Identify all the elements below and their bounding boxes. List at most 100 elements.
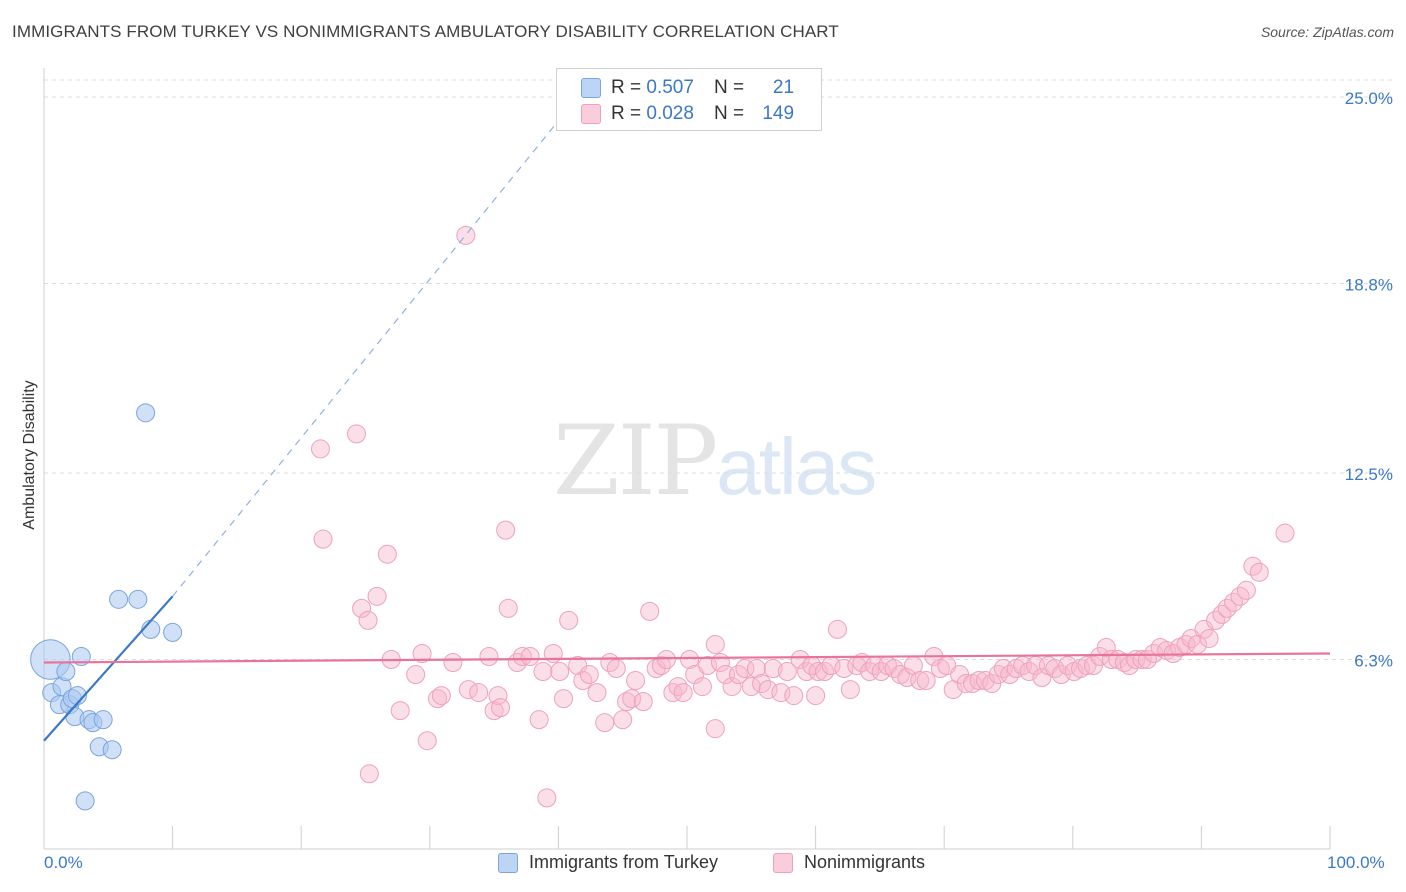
nonimmigrant-point — [1032, 668, 1052, 688]
nonimmigrant-point — [897, 668, 917, 688]
nonimmigrant-point — [916, 671, 936, 691]
nonimmigrant-point — [1236, 580, 1256, 600]
nonimmigrant-point — [469, 683, 489, 703]
nonimmigrant-point — [367, 586, 387, 606]
nonimmigrant-point — [827, 619, 847, 639]
nonimmigrant-point — [956, 674, 976, 694]
turkey-point — [128, 589, 148, 609]
nonimmigrant-point — [910, 671, 930, 691]
legend-r-label: R = — [611, 77, 642, 98]
x-tick-label-min: 0.0% — [44, 853, 83, 872]
y-tick-label: 25.0% — [1345, 89, 1393, 108]
nonimmigrant-point — [622, 689, 642, 709]
nonimmigrant-point — [771, 683, 791, 703]
nonimmigrant-point — [663, 683, 683, 703]
turkey-point — [93, 710, 113, 730]
chart-source: Source: ZipAtlas.com — [1260, 24, 1394, 40]
legend-item-nonimmigrants: Nonimmigrants — [773, 852, 925, 873]
turkey-point — [136, 403, 156, 423]
series-legend: Immigrants from Turkey Nonimmigrants — [0, 852, 1406, 878]
nonimmigrant-point — [698, 656, 718, 676]
nonimmigrant-point — [491, 698, 511, 718]
nonimmigrant-point — [673, 683, 693, 703]
nonimmigrant-point — [352, 598, 372, 618]
nonimmigrant-point — [554, 689, 574, 709]
legend-r-label: R = — [611, 103, 642, 124]
x-tick-label-max: 100.0% — [1327, 853, 1385, 872]
nonimmigrant-point — [533, 662, 553, 682]
nonimmigrant-point — [692, 677, 712, 697]
nonimmigrant-point — [1275, 523, 1295, 543]
legend-swatch-pink — [773, 852, 793, 873]
nonimmigrant-point — [626, 671, 646, 691]
nonimmigrant-point — [763, 659, 783, 679]
nonimmigrant-trend-line — [43, 652, 1331, 664]
correlation-legend: R = 0.507 N = 21 R = 0.028 N = 149 — [556, 68, 822, 131]
nonimmigrant-point — [969, 671, 989, 691]
nonimmigrant-point — [633, 692, 653, 712]
nonimmigrant-point — [806, 686, 826, 706]
nonimmigrant-point — [1077, 656, 1097, 676]
legend-label-turkey: Immigrants from Turkey — [529, 852, 719, 872]
nonimmigrant-point — [412, 643, 432, 663]
nonimmigrant-point — [617, 692, 637, 712]
legend-row-turkey: R = 0.507 N = 21 — [581, 76, 794, 100]
nonimmigrant-point — [529, 710, 549, 730]
turkey-point — [71, 646, 91, 666]
nonimmigrant-point — [1096, 637, 1116, 657]
nonimmigrant-point — [758, 680, 778, 700]
nonimmigrant-point — [537, 788, 557, 808]
nonimmigrant-point — [390, 701, 410, 721]
nonimmigrant-point — [840, 680, 860, 700]
legend-n-value: 21 — [772, 77, 795, 98]
nonimmigrant-point — [746, 659, 766, 679]
nonimmigrant-point — [735, 659, 755, 679]
turkey-trend-extension — [172, 96, 579, 597]
nonimmigrant-point — [685, 665, 705, 685]
nonimmigrant-point — [512, 646, 532, 666]
legend-swatch-blue — [498, 852, 518, 873]
legend-row-nonimmigrants: R = 0.028 N = 149 — [581, 102, 794, 126]
nonimmigrant-point — [417, 731, 437, 751]
turkey-point — [102, 740, 122, 760]
nonimmigrant-point — [479, 646, 499, 666]
turkey-point — [109, 589, 129, 609]
nonimmigrant-point — [310, 439, 330, 459]
nonimmigrant-point — [705, 719, 725, 739]
y-tick-label: 12.5% — [1345, 465, 1393, 484]
nonimmigrant-point — [680, 649, 700, 669]
nonimmigrant-point — [313, 529, 333, 549]
nonimmigrant-point — [428, 689, 448, 709]
turkey-point — [75, 791, 95, 811]
nonimmigrant-point — [358, 610, 378, 630]
nonimmigrant-point — [1199, 628, 1219, 648]
nonimmigrant-point — [1212, 604, 1232, 624]
nonimmigrant-point — [988, 665, 1008, 685]
legend-item-turkey: Immigrants from Turkey — [498, 852, 718, 873]
legend-swatch-blue — [581, 78, 601, 98]
nonimmigrant-point — [790, 649, 810, 669]
nonimmigrant-point — [498, 598, 518, 618]
nonimmigrant-point — [488, 686, 508, 706]
nonimmigrant-point — [595, 713, 615, 733]
nonimmigrant-point — [722, 677, 742, 697]
nonimmigrant-point — [377, 544, 397, 564]
turkey-trend-line — [43, 595, 174, 742]
nonimmigrant-point — [656, 649, 676, 669]
nonimmigrant-point — [550, 662, 570, 682]
nonimmigrant-point — [359, 764, 379, 784]
nonimmigrant-point — [520, 646, 540, 666]
chart-title: IMMIGRANTS FROM TURKEY VS NONIMMIGRANTS … — [12, 22, 839, 41]
nonimmigrant-point — [606, 659, 626, 679]
nonimmigrant-point — [579, 665, 599, 685]
nonimmigrant-point — [431, 686, 451, 706]
nonimmigrant-point — [1249, 562, 1269, 582]
legend-r-value: 0.507 — [646, 77, 694, 98]
nonimmigrant-point — [496, 520, 516, 540]
nonimmigrant-point — [668, 677, 688, 697]
nonimmigrant-point — [346, 424, 366, 444]
turkey-point — [56, 662, 76, 682]
legend-n-value: 149 — [762, 103, 795, 124]
nonimmigrant-point — [784, 686, 804, 706]
